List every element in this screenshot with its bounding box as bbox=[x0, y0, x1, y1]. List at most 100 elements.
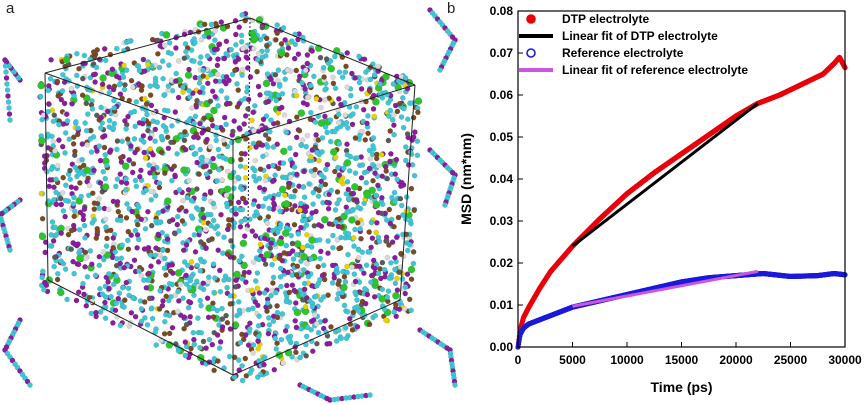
atom bbox=[203, 171, 210, 177]
atom bbox=[59, 190, 66, 196]
atom bbox=[62, 130, 69, 136]
atom bbox=[275, 229, 281, 235]
atom bbox=[355, 204, 361, 211]
atom bbox=[408, 276, 415, 282]
atom bbox=[280, 160, 287, 166]
atom bbox=[344, 141, 350, 147]
atom bbox=[148, 197, 155, 203]
atom bbox=[402, 290, 408, 297]
atom bbox=[173, 70, 179, 77]
atom bbox=[210, 217, 217, 224]
atom bbox=[256, 313, 262, 319]
atom bbox=[121, 86, 128, 93]
atom bbox=[210, 305, 217, 312]
atom bbox=[204, 136, 210, 143]
atom bbox=[135, 236, 142, 243]
atom bbox=[212, 275, 218, 281]
atom bbox=[278, 283, 284, 290]
atom bbox=[5, 93, 11, 99]
atom bbox=[227, 326, 234, 332]
atom bbox=[110, 320, 116, 326]
atom bbox=[208, 117, 215, 123]
atom bbox=[156, 306, 163, 312]
atom bbox=[249, 287, 255, 294]
atom bbox=[326, 200, 332, 206]
atom bbox=[274, 340, 280, 346]
atom bbox=[170, 270, 176, 276]
atom bbox=[384, 254, 391, 261]
legend-label: Linear fit of DTP electrolyte bbox=[562, 29, 718, 43]
atom bbox=[309, 210, 315, 216]
atom bbox=[250, 350, 256, 356]
atom bbox=[74, 72, 80, 79]
fit-line bbox=[571, 102, 759, 248]
atom bbox=[270, 318, 277, 324]
atom bbox=[349, 207, 356, 214]
atom bbox=[284, 282, 290, 289]
atom bbox=[174, 213, 181, 220]
atom bbox=[152, 79, 159, 85]
series-linear-fit-of-reference-electrolyte bbox=[572, 269, 759, 308]
atom bbox=[266, 315, 272, 321]
atom bbox=[266, 322, 273, 328]
atom bbox=[181, 314, 188, 320]
atom bbox=[130, 84, 136, 91]
atom bbox=[103, 224, 109, 230]
atom bbox=[3, 75, 10, 81]
atom bbox=[106, 89, 113, 96]
atom bbox=[302, 86, 308, 92]
atom bbox=[79, 156, 85, 163]
atom bbox=[255, 333, 262, 340]
atom bbox=[306, 181, 312, 187]
atom bbox=[179, 218, 186, 224]
atom bbox=[69, 101, 75, 107]
atom bbox=[349, 70, 355, 77]
atom bbox=[97, 180, 104, 186]
atom bbox=[75, 289, 82, 295]
atom bbox=[134, 245, 140, 251]
atom bbox=[257, 241, 264, 248]
atom bbox=[228, 46, 234, 53]
atom bbox=[407, 265, 416, 274]
atom bbox=[310, 201, 316, 207]
atom bbox=[247, 144, 253, 151]
panel-label-b: b bbox=[447, 0, 456, 17]
atom bbox=[232, 67, 238, 74]
atom bbox=[171, 163, 178, 169]
atom bbox=[126, 157, 132, 163]
atom bbox=[201, 21, 208, 28]
atom bbox=[184, 194, 191, 201]
atom bbox=[343, 204, 350, 210]
atom bbox=[200, 84, 206, 91]
atom bbox=[397, 195, 404, 202]
atom bbox=[80, 280, 86, 287]
atom bbox=[411, 172, 418, 179]
atom bbox=[181, 325, 187, 332]
atom bbox=[200, 219, 207, 226]
atom bbox=[330, 80, 337, 87]
atom bbox=[232, 59, 239, 65]
atom bbox=[114, 176, 121, 182]
atom bbox=[191, 336, 197, 343]
atom bbox=[165, 145, 172, 152]
atom bbox=[226, 276, 232, 283]
atom bbox=[271, 200, 277, 207]
atom bbox=[247, 370, 253, 376]
atom bbox=[243, 373, 250, 379]
atom bbox=[123, 126, 129, 132]
atom bbox=[411, 207, 417, 214]
atom bbox=[255, 83, 262, 90]
atom bbox=[155, 259, 162, 265]
atom bbox=[293, 67, 300, 74]
atom bbox=[265, 300, 271, 306]
atom bbox=[247, 74, 254, 80]
atom bbox=[219, 324, 226, 330]
atom bbox=[197, 89, 203, 95]
atom bbox=[75, 125, 81, 131]
atom bbox=[148, 102, 155, 109]
atom bbox=[383, 238, 390, 244]
atom bbox=[81, 206, 88, 212]
atom bbox=[139, 83, 145, 89]
atom bbox=[226, 353, 233, 360]
atom bbox=[52, 254, 58, 261]
